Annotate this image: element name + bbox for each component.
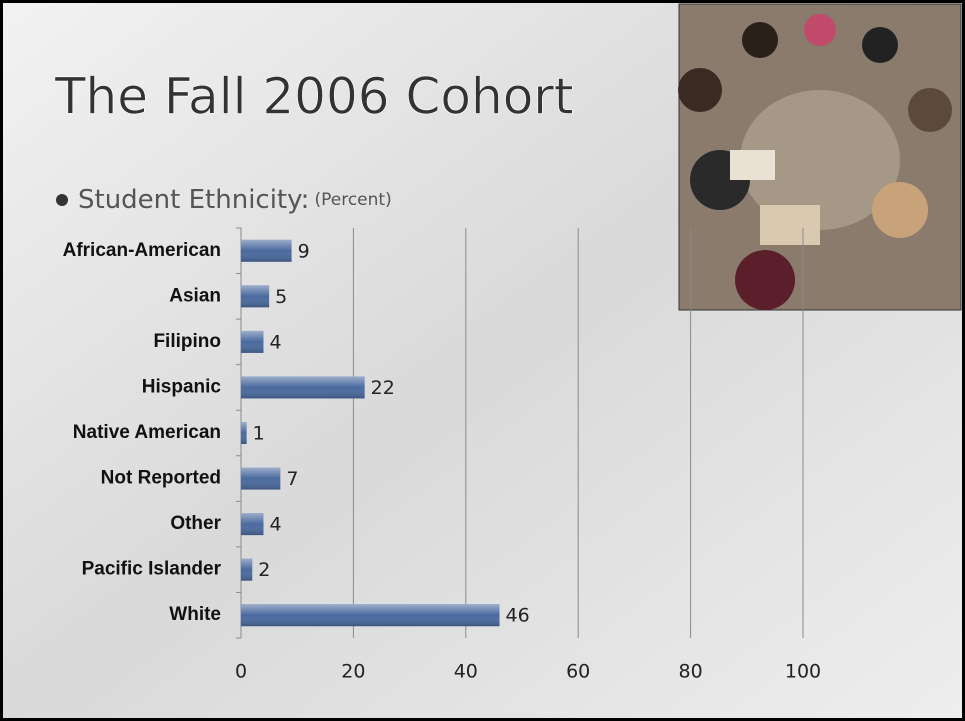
value-label: 7 (286, 468, 298, 490)
x-tick-label: 60 (566, 661, 590, 683)
bar-shine (241, 558, 253, 581)
bar-shine (241, 513, 264, 536)
value-label: 9 (298, 240, 310, 262)
bar-shine (241, 239, 292, 262)
bar-shine (241, 285, 270, 308)
bullet (56, 194, 68, 206)
bar-shine (241, 330, 264, 353)
y-tick-label: Other (170, 513, 221, 534)
y-tick-label: Asian (169, 285, 221, 306)
value-label: 46 (506, 605, 530, 627)
x-tick-label: 20 (341, 661, 365, 683)
value-label: 2 (258, 559, 270, 581)
y-tick-label: White (169, 604, 221, 625)
x-tick-label: 100 (785, 661, 821, 683)
photo (678, 3, 962, 311)
value-label: 4 (269, 514, 281, 536)
value-label: 22 (371, 377, 395, 399)
value-label: 1 (253, 423, 265, 445)
y-tick-label: Native American (73, 422, 221, 443)
x-tick-label: 80 (679, 661, 703, 683)
chart-title: The Fall 2006 Cohort (54, 68, 573, 126)
value-label: 5 (275, 286, 287, 308)
y-tick-label: Not Reported (101, 468, 221, 489)
value-label: 4 (269, 331, 281, 353)
subtitle: Student Ethnicity: (Percent) (78, 185, 392, 215)
bar-shine (241, 604, 500, 627)
unit-note: (Percent) (314, 190, 391, 210)
y-tick-label: Hispanic (142, 376, 222, 397)
y-tick-label: African-American (63, 240, 221, 261)
x-tick-label: 0 (235, 661, 247, 683)
subtitle-text: Student Ethnicity: (78, 185, 309, 215)
y-tick-label: Pacific Islander (82, 559, 222, 580)
bar-shine (241, 467, 281, 490)
x-tick-label: 40 (454, 661, 478, 683)
y-tick-label: Filipino (153, 331, 221, 352)
bar-shine (241, 376, 365, 399)
bar-shine (241, 422, 247, 444)
